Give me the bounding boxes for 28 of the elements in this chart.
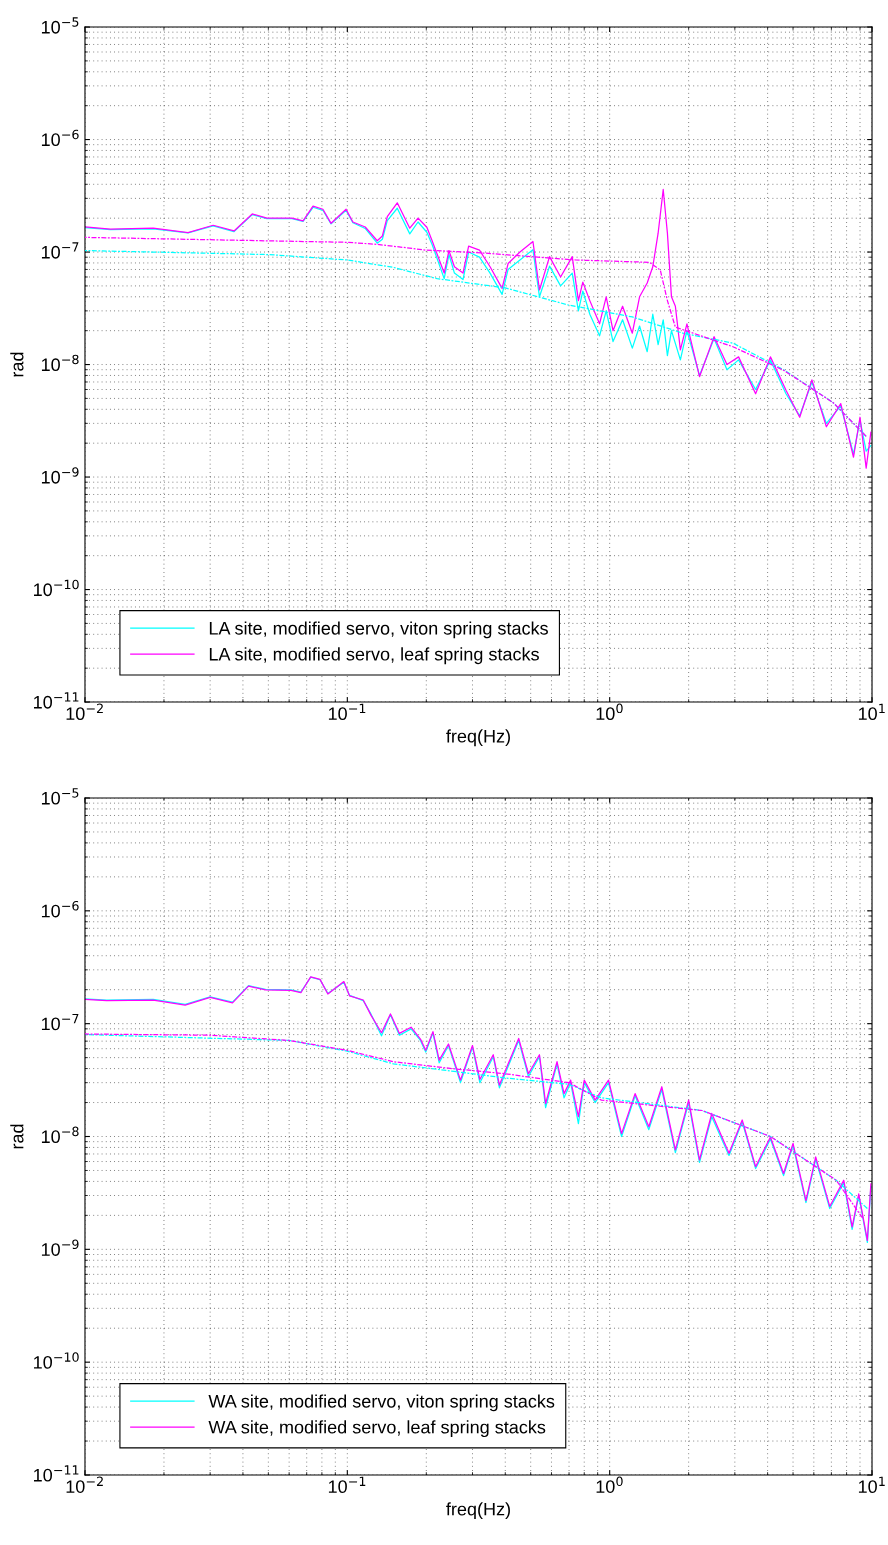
x-tick-label: 10$^{0}$ — [596, 703, 623, 721]
y-axis-title: rad — [10, 1124, 24, 1149]
y-tick-label: 10$^{−8}$ — [41, 1126, 79, 1144]
x-tick-label: 10$^{1}$ — [858, 703, 885, 721]
y-tick-label: 10$^{−8}$ — [41, 354, 79, 372]
y-axis-title: rad — [10, 352, 24, 377]
y-tick-label: 10$^{−9}$ — [41, 1239, 79, 1256]
y-tick-label: 10$^{−6}$ — [41, 900, 79, 918]
x-tick-label: 10$^{−2}$ — [66, 1476, 103, 1493]
x-tick-label: 10$^{−1}$ — [328, 703, 366, 721]
x-axis-title: freq(Hz) — [446, 729, 510, 747]
y-tick-label: 10$^{−6}$ — [41, 129, 79, 147]
y-tick-label: 10$^{−10}$ — [34, 1352, 79, 1369]
legend-label: WA site, modified servo, viton spring stacks — [208, 1394, 555, 1412]
legend-label: LA site, modified servo, leaf spring stacks — [209, 647, 539, 665]
y-tick-label: 10$^{−9}$ — [41, 467, 79, 484]
y-tick-label: 10$^{−10}$ — [34, 579, 79, 597]
legend-label: WA site, modified servo, leaf spring stacks — [208, 1420, 546, 1438]
x-tick-label: 10$^{0}$ — [596, 1476, 623, 1493]
legend-label: LA site, modified servo, viton spring stacks — [209, 621, 548, 639]
x-tick-label: 10$^{−1}$ — [328, 1476, 366, 1494]
y-tick-label: 10$^{−7}$ — [41, 242, 79, 259]
y-tick-label: 10$^{−7}$ — [41, 1013, 79, 1031]
y-tick-label: 10$^{−5}$ — [41, 17, 79, 34]
y-tick-label: 10$^{−5}$ — [41, 788, 79, 805]
x-tick-label: 10$^{1}$ — [858, 1476, 885, 1494]
x-axis-title: freq(Hz) — [446, 1502, 510, 1520]
x-tick-label: 10$^{−2}$ — [66, 703, 103, 721]
